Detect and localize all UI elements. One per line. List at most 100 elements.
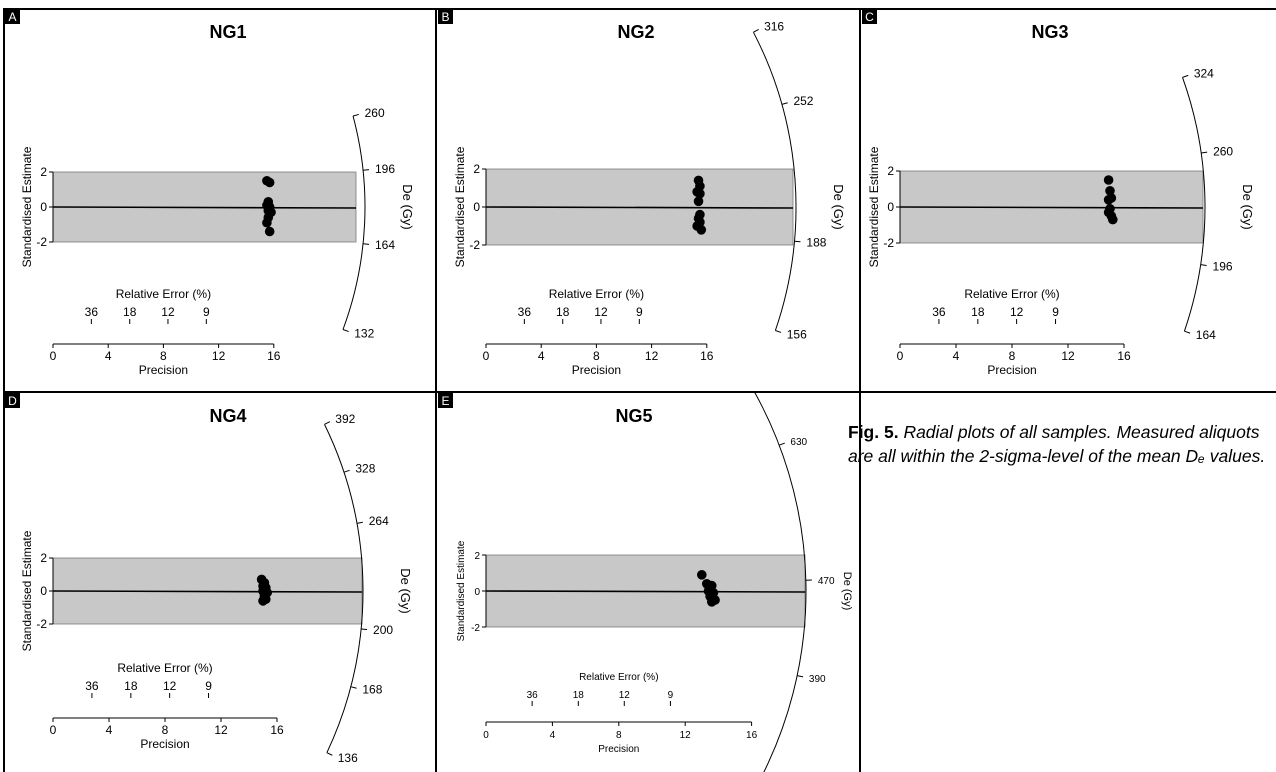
radial-tick-label: 196: [1213, 259, 1233, 273]
grid-border-col1: [435, 8, 437, 772]
rel-error-tick-label: 9: [668, 690, 674, 701]
radial-tick-label: 630: [790, 437, 807, 448]
x-tick-label: 12: [212, 349, 226, 363]
radial-tick-label: 260: [1213, 144, 1233, 158]
radial-tick-mark: [324, 421, 331, 425]
x-axis-label: Precision: [139, 363, 188, 377]
x-tick-label: 0: [483, 730, 489, 741]
x-tick-label: 8: [160, 349, 167, 363]
rel-error-axis-label: Relative Error (%): [116, 287, 211, 301]
rel-error-axis-label: Relative Error (%): [117, 661, 212, 675]
radial-tick-mark: [1200, 264, 1207, 266]
x-tick-label: 4: [105, 349, 112, 363]
panel-letter: C: [865, 10, 874, 24]
rel-error-tick-label: 18: [123, 305, 137, 319]
data-point: [1105, 186, 1115, 196]
radial-tick-mark: [363, 169, 370, 171]
plot-title: NG3: [1031, 22, 1068, 42]
y-tick-label: 0: [40, 200, 47, 214]
zero-line: [485, 206, 794, 209]
data-point: [1108, 214, 1118, 225]
x-axis-label: Precision: [140, 737, 189, 751]
radial-tick-label: 252: [793, 94, 813, 108]
radial-axis-label: De (Gy): [1240, 184, 1255, 230]
rel-error-tick-label: 9: [636, 305, 643, 319]
panel-a: A NG1 2 0 -2 Standardised Estimate 0 4 8 12 16 Prec…: [3, 8, 436, 392]
x-tick-label: 4: [953, 349, 960, 363]
radial-tick-mark: [775, 330, 782, 333]
data-point: [264, 226, 275, 237]
data-point: [264, 177, 275, 188]
x-tick-label: 0: [50, 349, 57, 363]
x-tick-label: 12: [1061, 349, 1075, 363]
panel-letter: A: [8, 10, 16, 24]
data-point: [697, 570, 707, 580]
radial-axis-label: De (Gy): [841, 572, 853, 611]
rel-error-tick-label: 18: [556, 305, 570, 319]
radial-tick-mark: [350, 686, 357, 689]
y-tick-label: -2: [883, 236, 894, 250]
radial-tick-mark: [1182, 74, 1189, 78]
rel-error-axis-label: Relative Error (%): [549, 287, 644, 301]
panel-letter: D: [8, 394, 17, 408]
rel-error-axis-label: Relative Error (%): [964, 287, 1059, 301]
radial-tick-mark: [352, 113, 359, 117]
radial-tick-mark: [779, 442, 785, 446]
y-tick-label: -2: [36, 617, 47, 631]
radial-tick-mark: [343, 469, 350, 473]
data-point: [695, 188, 705, 199]
rel-error-tick-label: 12: [619, 690, 631, 701]
x-tick-label: 8: [616, 730, 622, 741]
radial-tick-label: 264: [369, 514, 389, 528]
x-tick-label: 12: [680, 730, 692, 741]
radial-tick-mark: [326, 752, 333, 756]
panel-letter-box: [438, 393, 453, 408]
data-point: [262, 217, 272, 228]
y-axis-label: Standardised Estimate: [453, 146, 467, 267]
x-axis-label: Precision: [987, 363, 1036, 377]
radial-tick-mark: [753, 28, 759, 33]
plot-title: NG1: [209, 22, 246, 42]
radial-tick-mark: [794, 240, 801, 243]
radial-tick-mark: [1184, 330, 1191, 334]
rel-error-tick-label: 36: [932, 305, 946, 319]
data-point: [696, 225, 707, 235]
rel-error-tick-label: 12: [1010, 305, 1024, 319]
radial-axis-arc: [753, 392, 807, 772]
data-point: [1103, 175, 1114, 185]
radial-tick-mark: [361, 628, 368, 631]
y-tick-label: 2: [474, 551, 480, 562]
panel-letter: E: [441, 394, 449, 408]
radial-tick-label: 260: [365, 106, 385, 120]
panel-e: E NG5 2 0 -2 Standardised Estimate 0 4 8 12 16 Prec…: [436, 392, 860, 772]
grid-border-top: [3, 8, 1276, 10]
radial-tick-label: 196: [375, 162, 395, 176]
panel-letter-box: [438, 9, 453, 24]
y-tick-label: -2: [36, 235, 47, 249]
radial-tick-mark: [363, 243, 370, 245]
radial-tick-mark: [356, 521, 363, 524]
rel-error-tick-label: 36: [527, 690, 539, 701]
radial-tick-label: 136: [338, 751, 358, 765]
rel-error-tick-label: 12: [163, 679, 177, 693]
y-axis-label: Standardised Estimate: [456, 540, 467, 641]
radial-tick-label: 328: [355, 461, 375, 475]
radial-axis-label: De (Gy): [400, 184, 415, 230]
x-axis-label: Precision: [572, 363, 621, 377]
x-tick-label: 8: [593, 349, 600, 363]
rel-error-tick-label: 12: [161, 305, 175, 319]
radial-plot-e: E NG5 2 0 -2 Standardised Estimate 0 4 8 12 16 Prec…: [438, 392, 853, 772]
data-point: [1103, 195, 1114, 205]
y-tick-label: 0: [40, 584, 47, 598]
x-tick-label: 0: [483, 349, 490, 363]
zero-line: [52, 206, 357, 209]
zero-line: [485, 590, 806, 593]
radial-axis-arc: [324, 424, 364, 753]
y-axis-label: Standardised Estimate: [20, 146, 34, 267]
radial-axis-label: De (Gy): [398, 568, 413, 614]
x-tick-label: 16: [746, 730, 758, 741]
